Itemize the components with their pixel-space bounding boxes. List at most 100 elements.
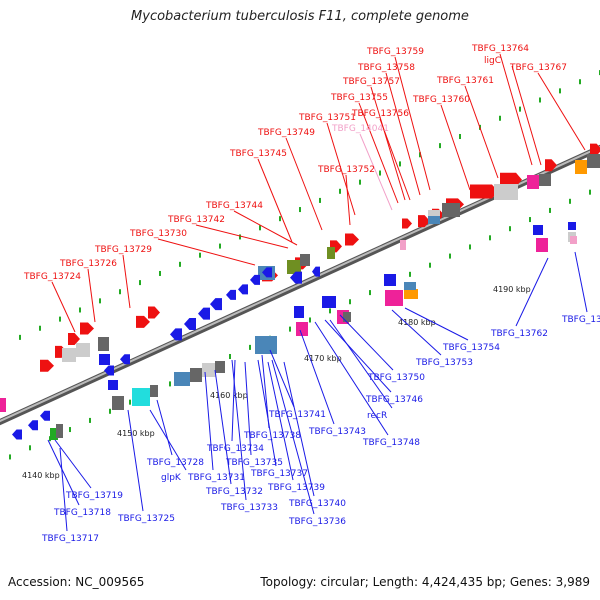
track-tick-upper-340 <box>339 188 341 194</box>
misc-feature-upper-0 <box>62 348 76 362</box>
reverse-gene-13 <box>290 271 302 284</box>
misc-feature-upper-4 <box>287 260 301 274</box>
track-tick-upper-220 <box>219 243 221 249</box>
misc-feature-upper-2 <box>98 337 109 351</box>
reverse-gene-lower-1 <box>294 306 304 318</box>
reverse-leader-5 <box>324 319 392 393</box>
reverse-label-19: TBFG_13731 <box>187 473 245 483</box>
misc-feature-lower-2 <box>56 424 63 438</box>
pseudogene-0 <box>400 240 406 250</box>
forward-leader-4 <box>537 72 586 151</box>
forward-leader-14 <box>345 174 351 226</box>
misc-feature-lower-16 <box>404 282 416 290</box>
reverse-leader-20 <box>156 399 173 456</box>
scale-label-1: 4150 kbp <box>117 429 155 438</box>
reverse-label-21: glpK <box>161 473 182 483</box>
reverse-gene-3-shape <box>104 365 114 376</box>
reverse-leader-8 <box>299 329 335 425</box>
forward-label-0: TBFG_13759 <box>366 47 424 57</box>
reverse-gene-10 <box>238 284 248 295</box>
reverse-gene-8 <box>210 298 222 311</box>
reverse-label-7: TBFG_13748 <box>362 438 420 448</box>
track-tick-lower-70 <box>69 427 71 433</box>
reverse-leader-13 <box>257 359 277 467</box>
forward-gene-14-shape <box>470 184 498 199</box>
reverse-gene-lower-3 <box>384 274 396 286</box>
forward-gene-17 <box>590 143 600 156</box>
forward-label-12: TBFG_13749 <box>257 128 315 138</box>
forward-leader-2 <box>385 72 421 196</box>
forward-gene-3 <box>80 322 94 335</box>
track-tick-upper-420 <box>419 152 421 158</box>
misc-feature-lower-6 <box>174 372 190 386</box>
misc-feature-lower-0 <box>0 398 6 412</box>
track-tick-upper-560 <box>559 88 561 94</box>
reverse-leader-11 <box>231 359 236 442</box>
track-tick-lower-510 <box>509 226 511 232</box>
reverse-leader-18 <box>214 369 232 485</box>
forward-gene-9 <box>345 233 359 246</box>
forward-gene-10-shape <box>402 218 412 229</box>
reverse-gene-2 <box>40 410 50 421</box>
forward-label-13: TBFG_13745 <box>229 149 287 159</box>
reverse-label-1: TBFG_13762 <box>490 329 548 339</box>
reverse-gene-4-shape <box>120 354 130 365</box>
reverse-label-20: TBFG_13728 <box>146 458 204 468</box>
track-tick-lower-350 <box>349 299 351 305</box>
misc-feature-upper-11 <box>527 175 539 189</box>
forward-label-19: TBFG_13726 <box>59 259 117 269</box>
track-tick-upper-500 <box>499 115 501 121</box>
forward-gene-0-shape <box>40 359 54 372</box>
reverse-label-11: TBFG_13734 <box>206 444 264 454</box>
forward-label-15: TBFG_13744 <box>205 201 263 211</box>
misc-feature-lower-13 <box>343 312 351 322</box>
reverse-gene-lower-2 <box>322 296 336 308</box>
track-tick-upper-100 <box>99 298 101 304</box>
forward-gene-11 <box>418 215 430 228</box>
scale-label-4: 4180 kbp <box>398 318 436 327</box>
misc-feature-upper-13 <box>575 160 587 174</box>
track-tick-upper-300 <box>299 207 301 213</box>
forward-label-4: TBFG_13767 <box>509 63 567 73</box>
reverse-label-2: TBFG_13754 <box>442 343 500 353</box>
forward-leader-6 <box>464 85 499 179</box>
track-tick-lower-490 <box>489 235 491 241</box>
forward-leader-20 <box>51 281 76 333</box>
forward-label-18: TBFG_13729 <box>94 245 152 255</box>
misc-feature-upper-9 <box>442 203 460 217</box>
misc-feature-lower-8 <box>202 363 216 377</box>
reverse-label-22: TBFG_13725 <box>117 514 175 524</box>
forward-label-3: ligC <box>484 56 501 66</box>
forward-leader-1 <box>499 53 533 166</box>
forward-leader-11 <box>359 133 393 211</box>
misc-feature-upper-6 <box>327 247 335 259</box>
misc-feature-lower-11 <box>296 322 308 336</box>
reverse-gene-3 <box>104 365 114 376</box>
reverse-leader-4 <box>339 314 394 371</box>
track-tick-upper-80 <box>79 307 81 313</box>
reverse-label-10: TBFG_13738 <box>243 431 301 441</box>
forward-label-7: TBFG_13755 <box>330 93 388 103</box>
track-tick-lower-550 <box>549 207 551 213</box>
reverse-leader-14 <box>267 361 294 481</box>
forward-gene-2 <box>68 332 80 345</box>
forward-label-5: TBFG_13757 <box>342 77 400 87</box>
scale-label-0: 4140 kbp <box>22 471 60 480</box>
track-tick-lower-90 <box>89 417 91 423</box>
forward-gene-15-shape <box>500 172 522 187</box>
track-tick-lower-230 <box>229 354 231 360</box>
reverse-label-12: TBFG_13735 <box>225 458 283 468</box>
reverse-gene-10-shape <box>238 284 248 295</box>
misc-feature-upper-5 <box>300 254 310 266</box>
reverse-leader-12 <box>244 361 252 456</box>
forward-leader-18 <box>122 254 131 309</box>
track-tick-upper-520 <box>519 106 521 112</box>
forward-label-11: TBFG_14041 <box>331 124 389 134</box>
reverse-gene-11 <box>250 274 260 285</box>
reverse-leader-25 <box>59 447 68 532</box>
track-tick-lower-410 <box>409 271 411 277</box>
misc-feature-lower-15 <box>404 289 418 299</box>
forward-leader-7 <box>358 102 399 204</box>
topology-summary: Topology: circular; Length: 4,424,435 bp… <box>260 575 590 589</box>
